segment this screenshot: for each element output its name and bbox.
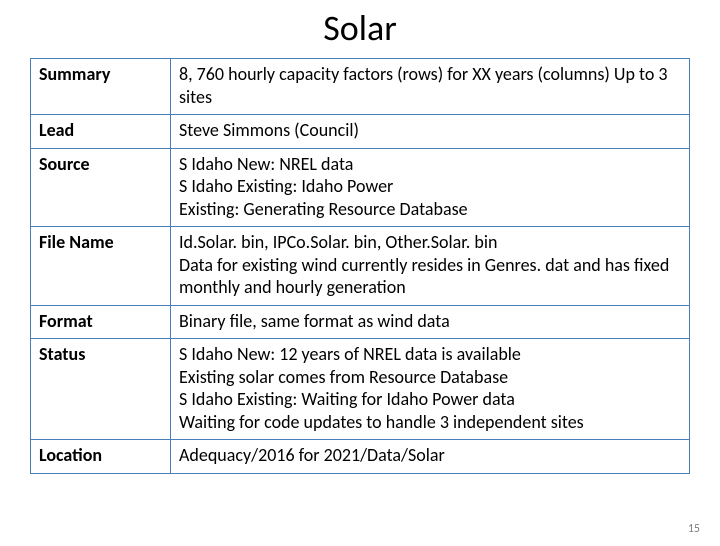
row-value: S Idaho New: NREL dataS Idaho Existing: … <box>171 148 690 227</box>
table-row: Source S Idaho New: NREL dataS Idaho Exi… <box>31 148 690 227</box>
table-row: File Name Id.Solar. bin, IPCo.Solar. bin… <box>31 227 690 306</box>
row-value: Adequacy/2016 for 2021/Data/Solar <box>171 440 690 474</box>
table-row: Status S Idaho New: 12 years of NREL dat… <box>31 339 690 440</box>
page-number: 15 <box>688 522 700 536</box>
row-field: Summary <box>31 59 171 115</box>
table-row: Summary 8, 760 hourly capacity factors (… <box>31 59 690 115</box>
row-field: File Name <box>31 227 171 306</box>
row-field: Lead <box>31 115 171 149</box>
table-row: Format Binary file, same format as wind … <box>31 305 690 339</box>
table-row: Lead Steve Simmons (Council) <box>31 115 690 149</box>
row-field: Format <box>31 305 171 339</box>
row-field: Status <box>31 339 171 440</box>
table-row: Location Adequacy/2016 for 2021/Data/Sol… <box>31 440 690 474</box>
row-field: Location <box>31 440 171 474</box>
row-value: Steve Simmons (Council) <box>171 115 690 149</box>
solar-table: Summary 8, 760 hourly capacity factors (… <box>30 58 690 474</box>
row-value: Id.Solar. bin, IPCo.Solar. bin, Other.So… <box>171 227 690 306</box>
page-title: Solar <box>0 6 720 50</box>
row-value: S Idaho New: 12 years of NREL data is av… <box>171 339 690 440</box>
row-field: Source <box>31 148 171 227</box>
table-body: Summary 8, 760 hourly capacity factors (… <box>31 59 690 474</box>
row-value: Binary file, same format as wind data <box>171 305 690 339</box>
row-value: 8, 760 hourly capacity factors (rows) fo… <box>171 59 690 115</box>
